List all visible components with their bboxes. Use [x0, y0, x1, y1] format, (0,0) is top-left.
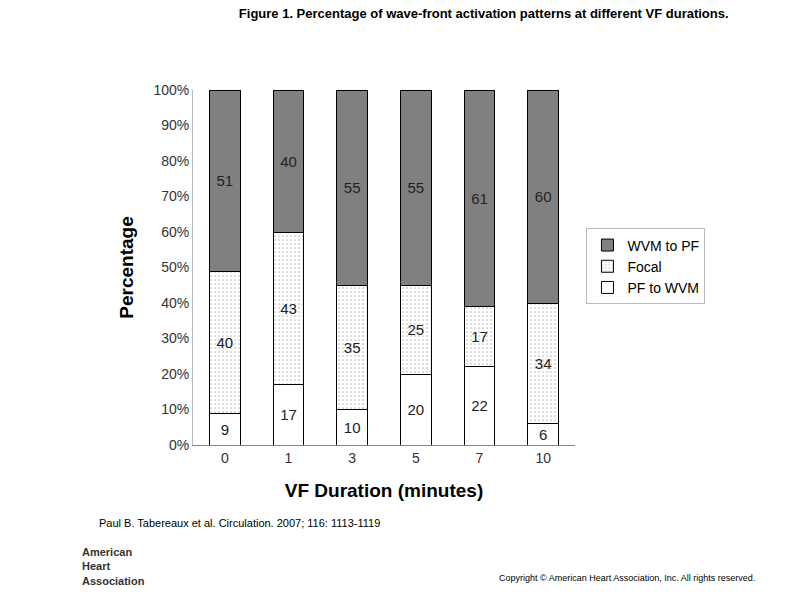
svg-text:51: 51 — [216, 172, 233, 189]
svg-text:25: 25 — [407, 321, 424, 338]
svg-text:6: 6 — [539, 426, 547, 443]
svg-text:55: 55 — [407, 179, 424, 196]
svg-text:Figure 1. Percentage of wave-f: Figure 1. Percentage of wave-front activ… — [239, 6, 729, 21]
svg-text:60%: 60% — [161, 224, 189, 240]
svg-text:3: 3 — [348, 450, 356, 466]
svg-text:20: 20 — [407, 401, 424, 418]
svg-text:90%: 90% — [161, 117, 189, 133]
svg-text:20%: 20% — [161, 366, 189, 382]
svg-text:55: 55 — [344, 179, 361, 196]
svg-text:AmericanHeartAssociation: AmericanHeartAssociation — [82, 546, 145, 587]
svg-text:34: 34 — [535, 355, 552, 372]
svg-text:50%: 50% — [161, 259, 189, 275]
svg-text:43: 43 — [280, 300, 297, 317]
svg-text:40: 40 — [216, 334, 233, 351]
svg-text:Paul B. Tabereaux et al. Circu: Paul B. Tabereaux et al. Circulation. 20… — [99, 517, 380, 529]
svg-text:30%: 30% — [161, 330, 189, 346]
svg-text:1: 1 — [285, 450, 293, 466]
svg-text:100%: 100% — [153, 82, 189, 98]
svg-text:0: 0 — [221, 450, 229, 466]
svg-text:Focal: Focal — [627, 259, 661, 275]
svg-text:WVM to PF: WVM to PF — [627, 238, 699, 254]
svg-text:10%: 10% — [161, 401, 189, 417]
svg-text:5: 5 — [412, 450, 420, 466]
svg-text:7: 7 — [476, 450, 484, 466]
svg-text:VF Duration (minutes): VF Duration (minutes) — [285, 480, 483, 501]
svg-text:60: 60 — [535, 188, 552, 205]
svg-text:10: 10 — [344, 419, 361, 436]
svg-text:17: 17 — [471, 328, 488, 345]
svg-text:Percentage: Percentage — [116, 216, 137, 318]
svg-text:40%: 40% — [161, 295, 189, 311]
svg-text:PF to WVM: PF to WVM — [627, 280, 699, 296]
svg-text:80%: 80% — [161, 153, 189, 169]
svg-text:35: 35 — [344, 339, 361, 356]
svg-text:22: 22 — [471, 397, 488, 414]
svg-text:9: 9 — [221, 421, 229, 438]
svg-text:40: 40 — [280, 153, 297, 170]
svg-text:61: 61 — [471, 190, 488, 207]
svg-text:0%: 0% — [169, 437, 189, 453]
svg-text:70%: 70% — [161, 188, 189, 204]
svg-text:Copyright © American Heart Ass: Copyright © American Heart Association, … — [499, 573, 755, 583]
svg-text:10: 10 — [535, 450, 551, 466]
svg-text:17: 17 — [280, 406, 297, 423]
